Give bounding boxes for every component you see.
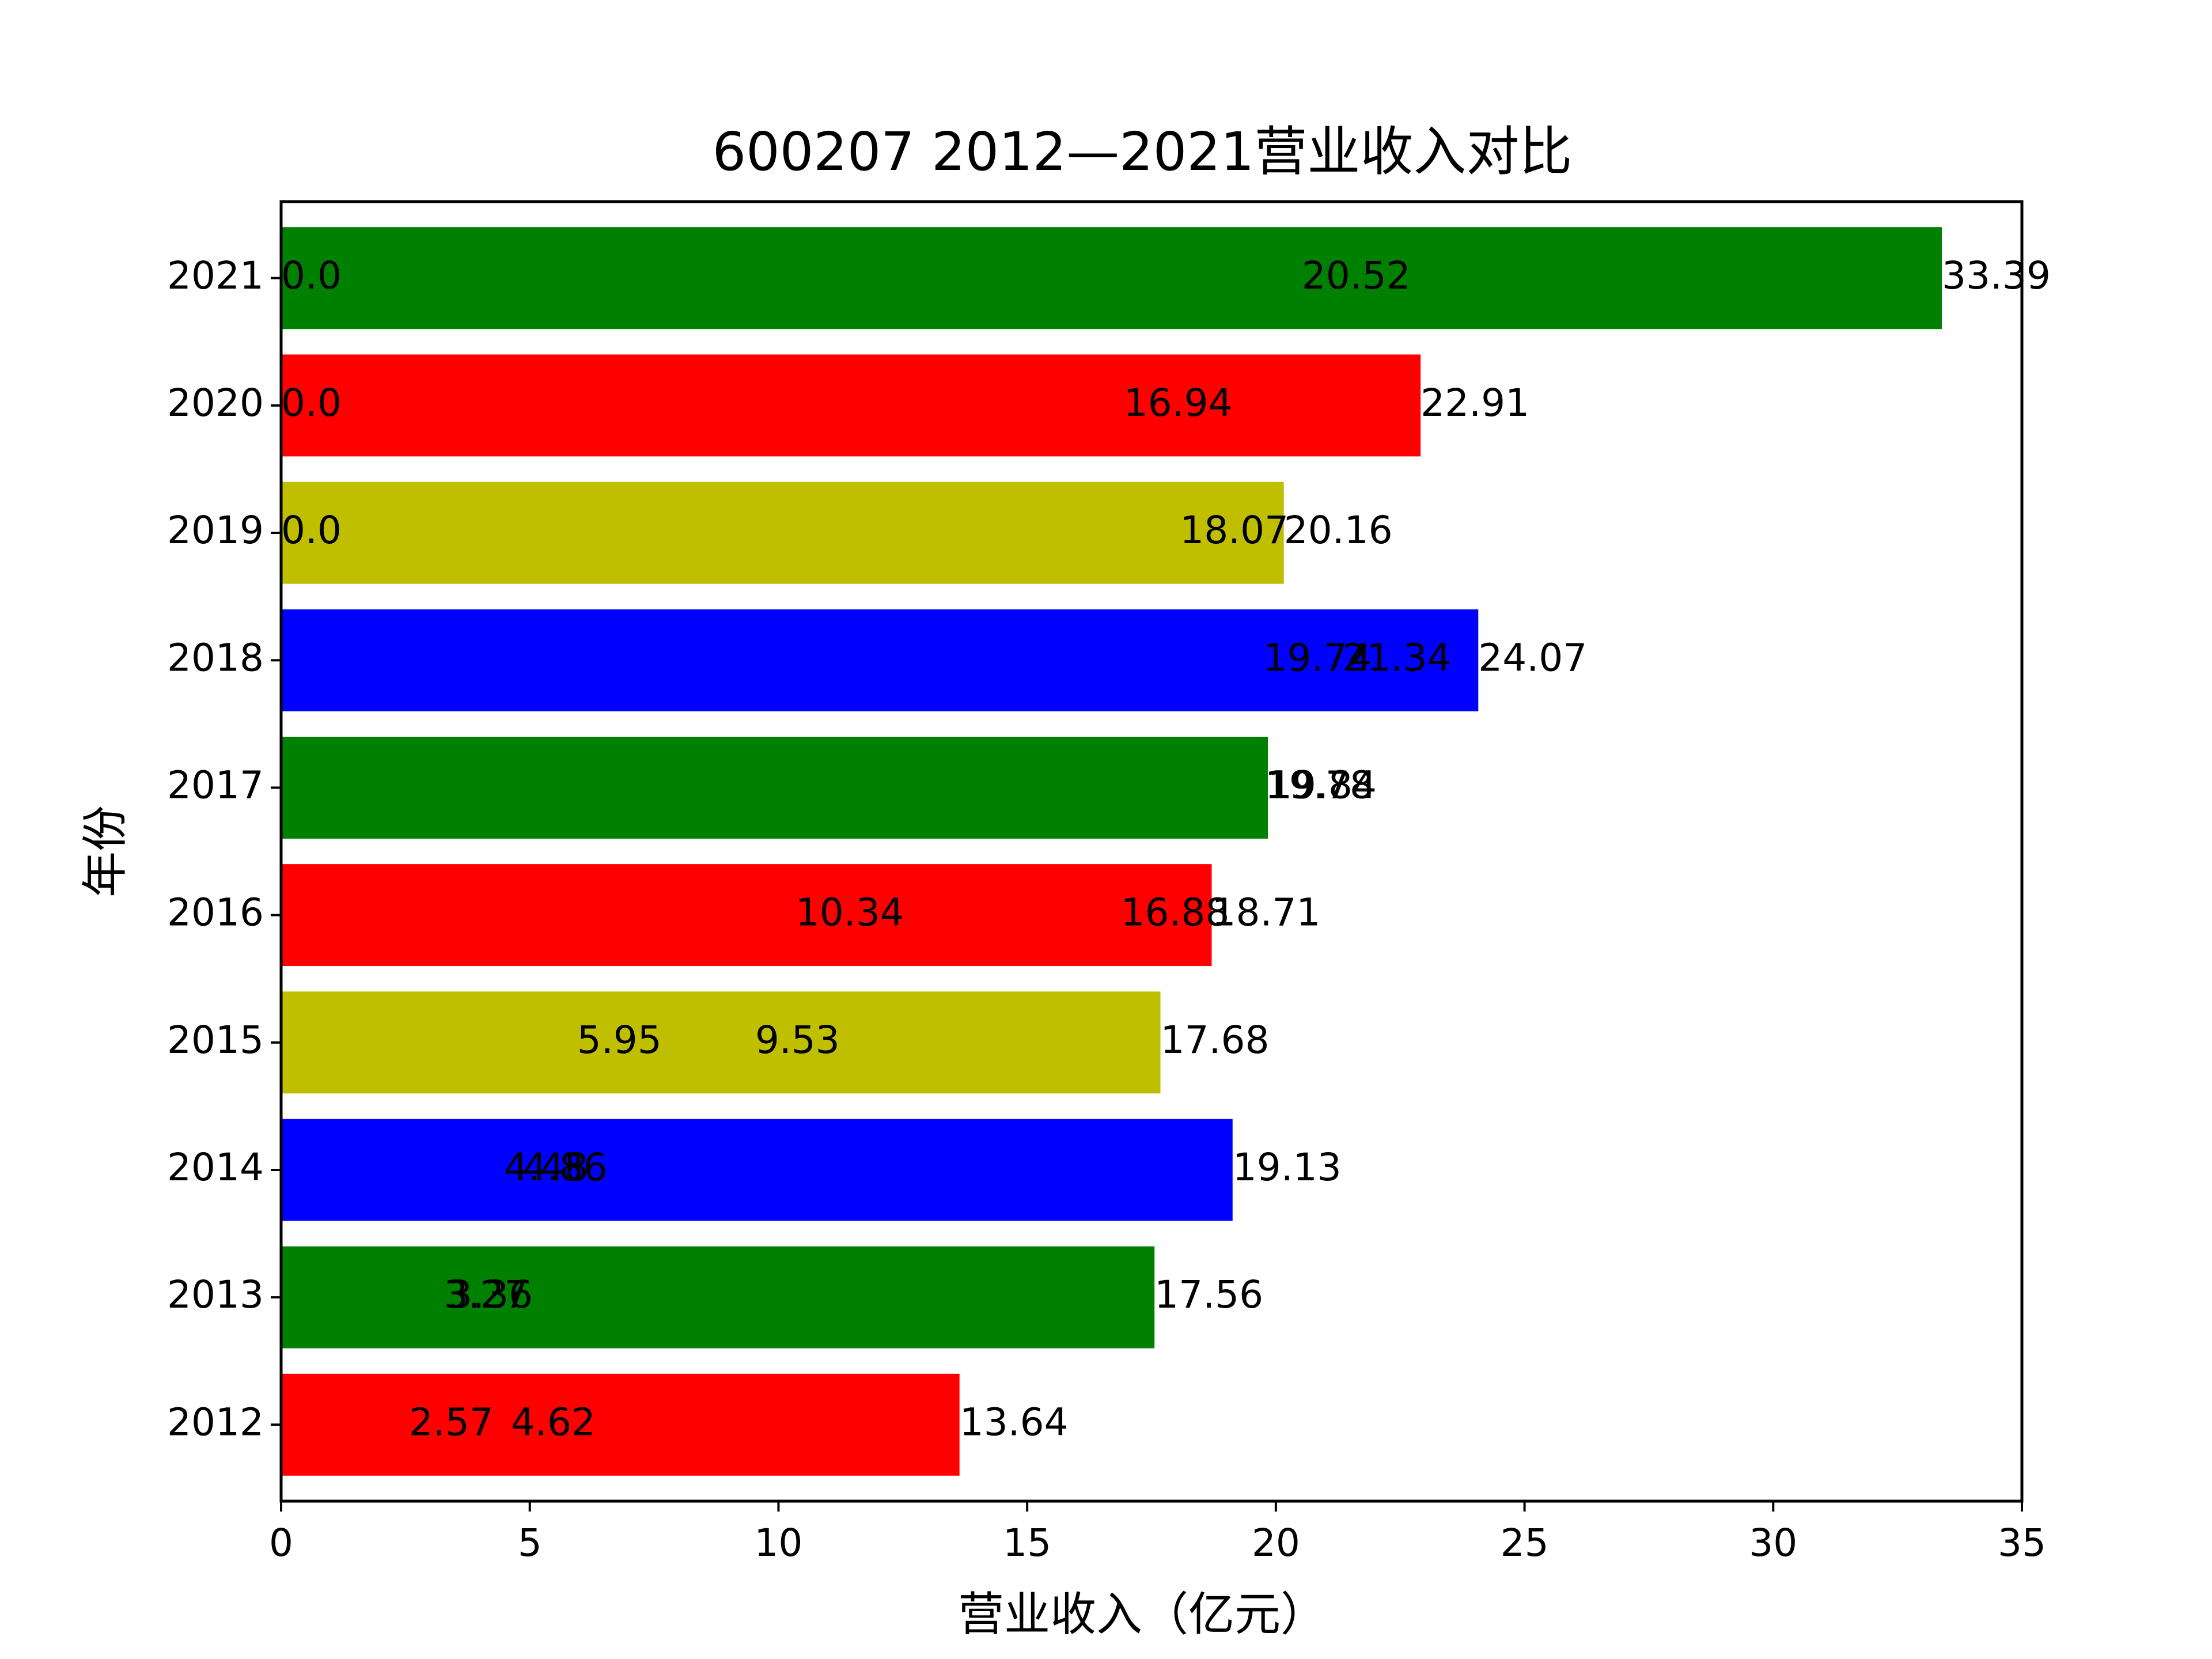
data-label-2015-0: 5.95 bbox=[577, 1018, 662, 1062]
bar-2016 bbox=[281, 864, 1212, 967]
data-label-2012-2: 13.64 bbox=[960, 1400, 1069, 1444]
data-label-2015-1: 9.53 bbox=[755, 1018, 840, 1062]
bar-2015 bbox=[281, 991, 1161, 1094]
x-tick-label-25: 25 bbox=[1501, 1521, 1549, 1565]
data-label-2012-1: 4.62 bbox=[511, 1400, 596, 1444]
data-label-2021-0: 0.0 bbox=[281, 253, 342, 298]
data-label-2020-1: 16.94 bbox=[1124, 381, 1233, 425]
bar-2017 bbox=[281, 736, 1268, 839]
y-axis-title: 年份 bbox=[78, 805, 132, 897]
data-label-2015-2: 17.68 bbox=[1161, 1018, 1270, 1062]
data-label-2019-1: 18.07 bbox=[1180, 508, 1289, 552]
data-label-2014-2: 19.13 bbox=[1233, 1145, 1342, 1190]
x-tick-label-10: 10 bbox=[754, 1521, 802, 1565]
data-label-2017-0: 19.78 bbox=[1265, 763, 1374, 807]
y-tick-label-2016: 2016 bbox=[167, 891, 264, 935]
x-tick-label-0: 0 bbox=[269, 1521, 293, 1565]
bar-2020 bbox=[281, 354, 1421, 457]
x-tick-label-5: 5 bbox=[518, 1521, 542, 1565]
y-tick-label-2019: 2019 bbox=[167, 508, 264, 552]
x-tick-label-35: 35 bbox=[1998, 1521, 2046, 1565]
data-label-2019-2: 20.16 bbox=[1284, 508, 1393, 552]
data-label-2020-0: 0.0 bbox=[281, 381, 342, 425]
y-tick-label-2014: 2014 bbox=[167, 1145, 264, 1190]
data-label-2018-2: 24.07 bbox=[1478, 635, 1587, 680]
data-label-2016-0: 10.34 bbox=[796, 891, 904, 935]
y-axis: 2012 2013 2014 2015 2016 2017 2018 2019 2020 2021 bbox=[167, 253, 281, 1444]
y-tick-label-2021: 2021 bbox=[167, 253, 264, 298]
data-label-2021-2: 33.39 bbox=[1942, 253, 2051, 298]
x-tick-label-30: 30 bbox=[1749, 1521, 1797, 1565]
x-axis: 0 5 10 15 20 25 30 35 bbox=[269, 1501, 2046, 1565]
x-tick-label-15: 15 bbox=[1003, 1521, 1051, 1565]
data-label-2021-1: 20.52 bbox=[1302, 253, 1411, 298]
y-tick-label-2012: 2012 bbox=[167, 1400, 264, 1444]
data-label-2017-1: 19.84 bbox=[1268, 763, 1377, 807]
data-label-2016-2: 18.71 bbox=[1211, 891, 1320, 935]
y-tick-label-2017: 2017 bbox=[167, 763, 264, 807]
bar-2013 bbox=[281, 1246, 1155, 1349]
bar-2012 bbox=[281, 1373, 960, 1476]
bar-2021 bbox=[281, 227, 1942, 329]
data-label-2016-1: 16.88 bbox=[1120, 891, 1229, 935]
x-axis-title: 营业收入（亿元） bbox=[958, 1588, 1327, 1641]
data-label-2020-2: 22.91 bbox=[1421, 381, 1529, 425]
y-tick-label-2018: 2018 bbox=[167, 635, 264, 680]
data-label-2013-0: 3.27 bbox=[444, 1272, 528, 1317]
data-label-2013-1: 3.36 bbox=[448, 1272, 533, 1317]
y-tick-label-2013: 2013 bbox=[167, 1272, 264, 1317]
bars-group bbox=[281, 227, 1942, 1476]
chart-title: 600207 2012—2021营业收入对比 bbox=[713, 121, 1573, 183]
plot-frame bbox=[279, 200, 2024, 1503]
bar-2018 bbox=[281, 609, 1479, 711]
bar-2014 bbox=[281, 1119, 1233, 1221]
y-tick-label-2020: 2020 bbox=[167, 381, 264, 425]
bar-2019 bbox=[281, 482, 1284, 584]
y-tick-label-2015: 2015 bbox=[167, 1018, 264, 1062]
data-label-2018-0: 19.74 bbox=[1263, 635, 1372, 680]
data-label-2014-1: 4.86 bbox=[523, 1145, 608, 1190]
data-label-2019-0: 0.0 bbox=[281, 508, 342, 552]
data-label-2012-0: 2.57 bbox=[409, 1400, 494, 1444]
data-labels-group: 2.57 4.62 13.64 3.273.36 17.56 4.484.86 19.13 5… bbox=[281, 253, 2051, 1445]
x-tick-label-20: 20 bbox=[1252, 1521, 1300, 1565]
data-label-2014-0: 4.48 bbox=[504, 1145, 589, 1190]
data-label-2018-1: 21.34 bbox=[1343, 635, 1452, 680]
data-label-2013-2: 17.56 bbox=[1154, 1272, 1263, 1317]
